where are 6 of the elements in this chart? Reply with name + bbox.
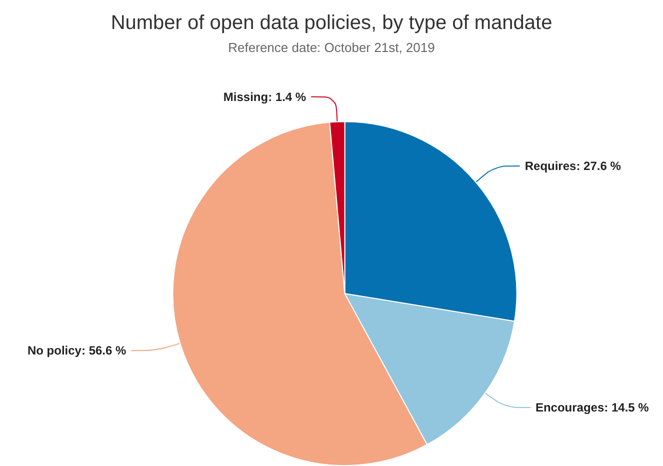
chart-title: Number of open data policies, by type of mandate: [110, 12, 552, 34]
chart-subtitle: Reference date: October 21st, 2019: [228, 40, 435, 55]
slice-label: Missing: 1.4 %: [223, 90, 306, 104]
slice-label: Requires: 27.6 %: [524, 158, 622, 173]
slice-label: Encourages: 14.5 %: [535, 400, 650, 415]
slice-label: No policy: 56.6 %: [27, 344, 127, 358]
